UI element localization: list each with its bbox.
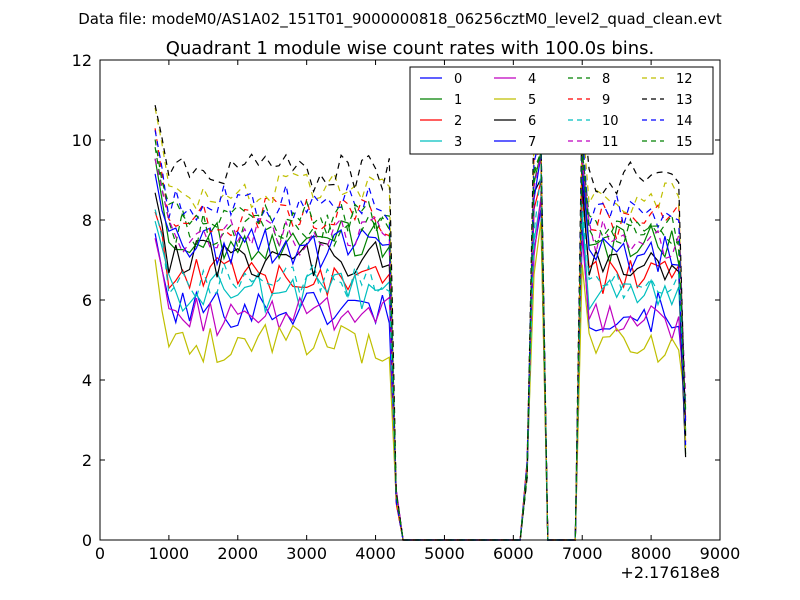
legend-label-6: 6 — [528, 114, 536, 129]
legend-label-14: 14 — [676, 114, 693, 129]
series-line-3 — [154, 198, 687, 541]
legend-label-5: 5 — [528, 93, 536, 108]
legend-label-2: 2 — [454, 114, 462, 129]
x-tick-label: 2000 — [217, 544, 258, 563]
y-tick-label: 12 — [72, 51, 92, 70]
x-tick-label: 6000 — [493, 544, 534, 563]
x-tick-label: 9000 — [700, 544, 741, 563]
x-tick-label: 1000 — [149, 544, 190, 563]
series-line-10 — [154, 173, 687, 541]
series-line-11 — [154, 154, 687, 541]
x-tick-label: 5000 — [424, 544, 465, 563]
series-line-9 — [154, 128, 687, 541]
chart-title: Quadrant 1 module wise count rates with … — [166, 38, 655, 59]
series-line-13 — [154, 97, 687, 541]
legend-label-15: 15 — [676, 135, 693, 150]
series-line-14 — [154, 130, 687, 541]
x-tick-label: 7000 — [562, 544, 603, 563]
legend-label-7: 7 — [528, 135, 536, 150]
series-line-5 — [154, 221, 687, 541]
y-tick-label: 6 — [82, 291, 92, 310]
x-offset-label: +2.17618e8 — [620, 563, 720, 582]
x-tick-label: 0 — [95, 544, 105, 563]
y-tick-label: 10 — [72, 131, 92, 150]
series-line-0 — [154, 209, 687, 541]
y-tick-label: 0 — [82, 531, 92, 550]
y-tick-label: 4 — [82, 371, 92, 390]
legend-label-9: 9 — [602, 93, 610, 108]
legend-label-13: 13 — [676, 93, 693, 108]
chart-suptitle: Data file: modeM0/AS1A02_151T01_90000008… — [78, 10, 722, 29]
series-line-2 — [154, 181, 687, 541]
series-line-15 — [154, 139, 687, 541]
series-line-7 — [154, 155, 687, 541]
legend-label-12: 12 — [676, 72, 693, 87]
series-layer — [154, 97, 687, 541]
legend-label-4: 4 — [528, 72, 536, 87]
x-tick-label: 3000 — [286, 544, 327, 563]
legend-box — [409, 66, 714, 155]
series-line-8 — [154, 147, 687, 541]
legend-label-1: 1 — [454, 93, 462, 108]
y-tick-label: 2 — [82, 451, 92, 470]
legend-label-10: 10 — [602, 114, 619, 129]
legend-label-8: 8 — [602, 72, 610, 87]
legend-label-11: 11 — [602, 135, 619, 150]
series-line-12 — [154, 107, 687, 541]
series-line-6 — [154, 178, 687, 541]
x-tick-label: 4000 — [355, 544, 396, 563]
legend-label-3: 3 — [454, 135, 462, 150]
y-tick-label: 8 — [82, 211, 92, 230]
axes-layer: 0 1000 2000 3000 4000 5000 6000 7000 8000 9000 0 2 4… — [72, 51, 741, 563]
legend-label-0: 0 — [454, 72, 462, 87]
x-tick-label: 8000 — [631, 544, 672, 563]
